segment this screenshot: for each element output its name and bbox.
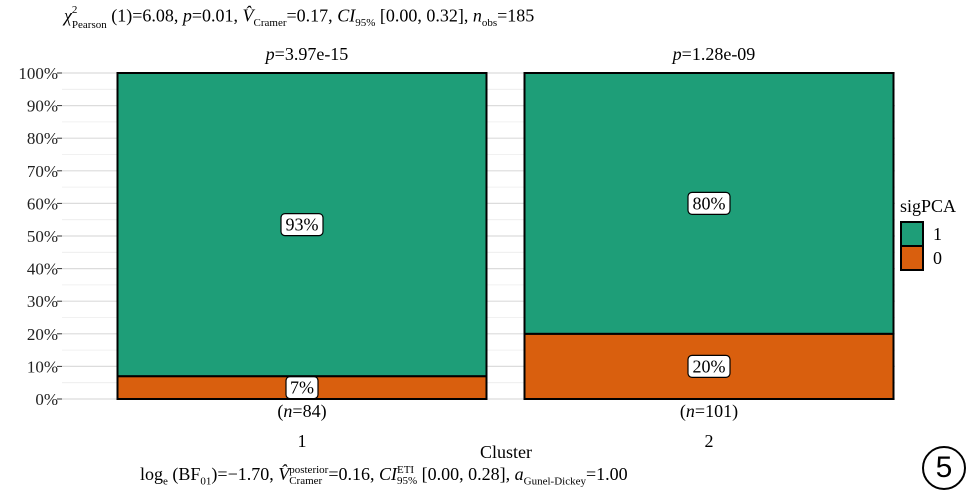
y-tick-label: 50% — [27, 227, 58, 246]
data-label-box — [280, 212, 324, 237]
count-label: (n=84) — [277, 401, 326, 422]
legend-label: 0 — [933, 248, 942, 268]
y-tick-label: 10% — [27, 357, 58, 376]
y-tick-label: 40% — [27, 260, 58, 279]
y-tick-label: 30% — [27, 292, 58, 311]
chi-symbol: χ — [64, 5, 72, 26]
pvalue-bg — [225, 42, 393, 72]
legend-label: 1 — [933, 224, 942, 244]
data-label: 93% — [286, 215, 319, 235]
y-tick-label: 0% — [35, 390, 58, 409]
y-tick-label: 90% — [27, 97, 58, 116]
pvalue-label: p=3.97e-15 — [264, 44, 349, 64]
data-label: 7% — [290, 378, 314, 398]
figure-number-badge: 5 — [922, 446, 966, 490]
count-label: (n=101) — [680, 401, 738, 422]
x-axis-label: Cluster — [480, 442, 532, 462]
x-tick-label: 1 — [298, 431, 307, 451]
data-label-box — [687, 354, 731, 378]
y-tick-label: 60% — [27, 194, 58, 213]
y-tick-label: 70% — [27, 162, 58, 181]
data-label: 20% — [693, 356, 726, 376]
x-tick-label: 2 — [705, 431, 714, 451]
y-tick-label: 80% — [27, 129, 58, 148]
data-label-box — [687, 191, 731, 215]
legend-swatch — [900, 221, 924, 247]
y-tick-label: 100% — [18, 64, 58, 83]
pvalue-label: p=1.28e-09 — [671, 44, 756, 64]
y-tick-label: 20% — [27, 325, 58, 344]
legend-title: sigPCA — [900, 196, 956, 216]
legend-swatch — [900, 245, 924, 271]
data-label: 80% — [693, 193, 726, 213]
